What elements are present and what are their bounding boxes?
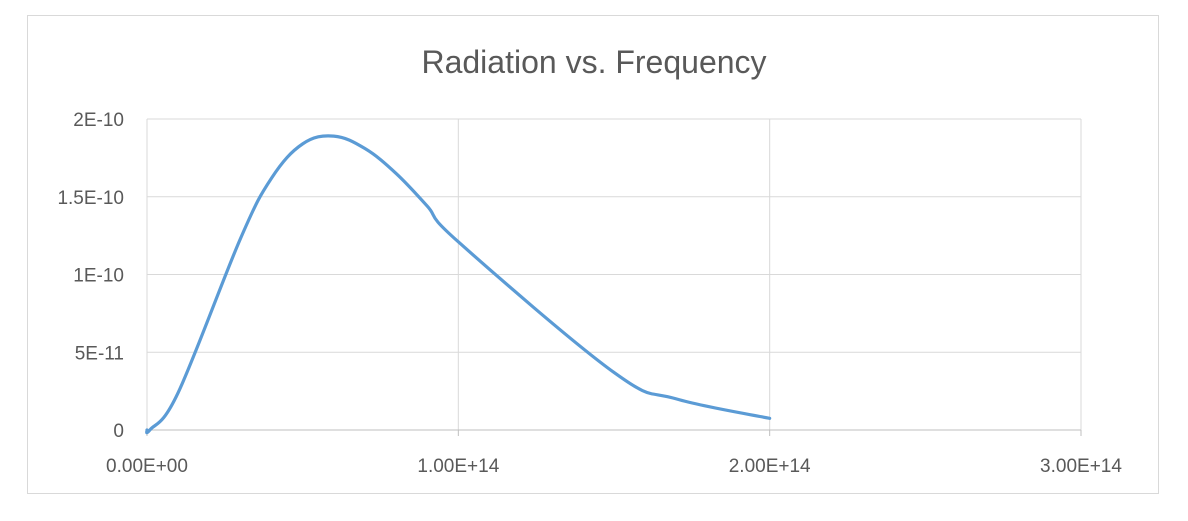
y-tick-label: 2E-10 xyxy=(73,110,124,131)
y-tick-label: 1E-10 xyxy=(73,266,124,287)
axes xyxy=(146,119,1082,436)
y-tick-label: 1.5E-10 xyxy=(57,188,124,209)
x-tick-label: 3.00E+14 xyxy=(1040,456,1122,477)
tick-labels: 0 5E-11 1E-10 1.5E-10 2E-10 0.00E+00 1.00E+14 2… xyxy=(57,110,1122,477)
y-tick-label: 0 xyxy=(113,421,124,442)
series-layer xyxy=(145,134,772,435)
x-tick-label: 0.00E+00 xyxy=(106,456,188,477)
y-tick-label: 5E-11 xyxy=(75,343,124,364)
x-tick-label: 2.00E+14 xyxy=(729,456,811,477)
x-tick-label: 1.00E+14 xyxy=(417,456,499,477)
chart-title: Radiation vs. Frequency xyxy=(421,44,766,80)
chart-frame xyxy=(27,15,1159,494)
gridlines xyxy=(147,118,1082,430)
